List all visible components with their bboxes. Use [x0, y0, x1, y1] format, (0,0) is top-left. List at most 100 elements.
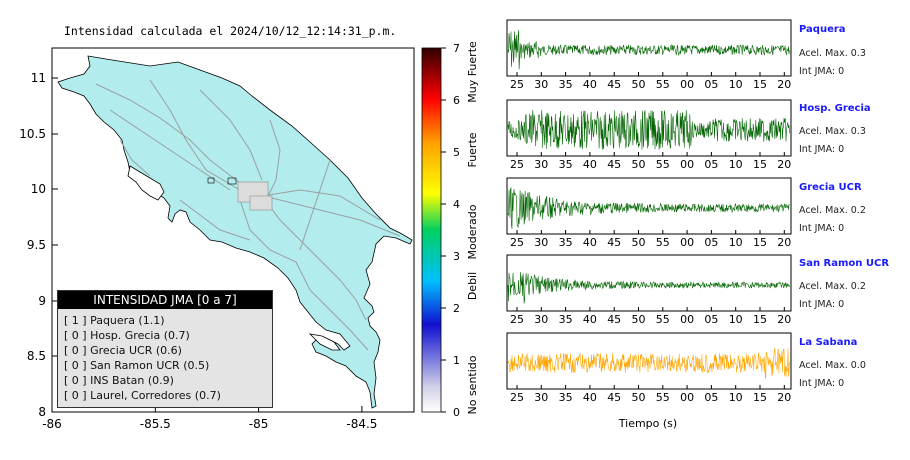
seismogram-tick-label: 45: [607, 391, 621, 404]
map-x-tick-label: -85: [249, 417, 269, 431]
colorbar-labels: No sentido Debil Moderado Fuerte Muy Fuerte: [466, 41, 479, 415]
station-name: Grecia UCR: [799, 182, 862, 193]
colorbar-ticks: 0 1 2 3 4 5 6 7: [441, 42, 460, 419]
seismogram-tick-label: 00: [680, 236, 694, 249]
map-y-tick-label: 9.5: [27, 238, 46, 252]
legend-item: [ 0 ] INS Batan (0.9): [64, 374, 174, 387]
station-name: San Ramon UCR: [799, 258, 890, 269]
seismogram-tick-label: 50: [632, 391, 646, 404]
seismogram-tick-label: 55: [656, 158, 670, 171]
station-accel: Acel. Max. 0.2: [799, 205, 866, 216]
seismogram-tick-label: 20: [777, 78, 791, 91]
seismogram-tick-label: 40: [583, 78, 597, 91]
station-accel: Acel. Max. 0.3: [799, 126, 866, 137]
seismogram-tick-label: 55: [656, 313, 670, 326]
seismogram-tick-label: 25: [510, 313, 524, 326]
seismogram-grecia-ucr: 25 30 35 40 45 50 55 00 05 10 15 20: [506, 177, 792, 249]
seismogram-tick-label: 10: [729, 391, 743, 404]
legend-item: [ 1 ] Paquera (1.1): [64, 314, 165, 327]
colorbar-tick-label: 1: [453, 354, 460, 367]
seismogram-tick-label: 35: [559, 158, 573, 171]
seismogram-tick-label: 50: [632, 78, 646, 91]
seismogram-tick-label: 35: [559, 78, 573, 91]
seismogram-panels: 25 30 35 40 45 50 55 00 05 10 15 20 25 30 35 40 45 50 55 00…: [506, 19, 792, 404]
legend-item: [ 0 ] Laurel, Corredores (0.7): [64, 389, 221, 402]
seismogram-tick-label: 15: [753, 236, 767, 249]
seismogram-tick-label: 20: [777, 158, 791, 171]
legend-item: [ 0 ] San Ramon UCR (0.5): [64, 359, 210, 372]
seismogram-tick-label: 10: [729, 313, 743, 326]
seismogram-tick-label: 55: [656, 236, 670, 249]
seismogram-tick-label: 10: [729, 158, 743, 171]
seismogram-tick-label: 20: [777, 313, 791, 326]
seismogram-tick-label: 45: [607, 313, 621, 326]
station-jma: Int JMA: 0: [799, 144, 845, 155]
seismogram-tick-label: 15: [753, 313, 767, 326]
time-axis-label: Tiempo (s): [618, 417, 677, 430]
colorbar-tick-label: 3: [453, 250, 460, 263]
seismogram-tick-label: 35: [559, 391, 573, 404]
colorbar-tick-label: 7: [453, 42, 460, 55]
map-y-tick-label: 9: [38, 294, 46, 308]
station-jma: Int JMA: 0: [799, 299, 845, 310]
osa-inlet: [308, 333, 341, 351]
seismogram-tick-label: 05: [704, 158, 718, 171]
map-y-tick-label: 8.5: [27, 349, 46, 363]
seismogram-la-sabana: 25 30 35 40 45 50 55 00 05 10 15 20: [506, 332, 792, 404]
waveform-line: [507, 186, 790, 229]
map-axes: -86 -85.5 -85 -84.5 11 10.5 10 9.5 9 8.5 8: [19, 71, 377, 431]
seismogram-tick-label: 05: [704, 78, 718, 91]
legend-item: [ 0 ] Hosp. Grecia (0.7): [64, 329, 190, 342]
seismogram-tick-label: 30: [534, 391, 548, 404]
station-name: La Sabana: [799, 337, 858, 348]
seismogram-tick-label: 20: [777, 391, 791, 404]
seismogram-tick-label: 25: [510, 391, 524, 404]
map-title: Intensidad calculada el 2024/10/12_12:14…: [64, 24, 397, 38]
seismogram-tick-label: 45: [607, 236, 621, 249]
colorbar-tick-label: 5: [453, 146, 460, 159]
seismogram-tick-label: 00: [680, 158, 694, 171]
seismogram-tick-label: 10: [729, 236, 743, 249]
station-accel: Acel. Max. 0.3: [799, 48, 866, 59]
seismogram-tick-label: 00: [680, 391, 694, 404]
seismogram-tick-label: 00: [680, 78, 694, 91]
seismogram-tick-label: 40: [583, 313, 597, 326]
colorbar-category-label: Muy Fuerte: [466, 41, 479, 103]
station-accel: Acel. Max. 0.2: [799, 281, 866, 292]
map-x-tick-label: -85.5: [140, 417, 171, 431]
waveform-line: [507, 272, 790, 304]
seismogram-tick-label: 40: [583, 391, 597, 404]
seismogram-tick-label: 50: [632, 236, 646, 249]
urban-areas: [207, 177, 273, 211]
colorbar-tick-label: 6: [453, 94, 460, 107]
seismogram-tick-label: 55: [656, 78, 670, 91]
map-y-tick-label: 11: [31, 71, 46, 85]
station-name: Paquera: [799, 24, 846, 35]
seismogram-tick-label: 30: [534, 313, 548, 326]
seismogram-tick-label: 30: [534, 236, 548, 249]
colorbar-tick-label: 0: [453, 406, 460, 419]
station-jma: Int JMA: 0: [799, 378, 845, 389]
seismogram-tick-label: 15: [753, 158, 767, 171]
colorbar-category-label: Fuerte: [466, 132, 479, 167]
station-jma: Int JMA: 0: [799, 66, 845, 77]
colorbar-category-label: No sentido: [466, 355, 479, 414]
waveform-line: [507, 347, 790, 379]
seismogram-hosp-grecia: 25 30 35 40 45 50 55 00 05 10 15 20: [506, 99, 792, 171]
legend-item: [ 0 ] Grecia UCR (0.6): [64, 344, 182, 357]
seismogram-tick-label: 25: [510, 158, 524, 171]
seismogram-tick-label: 25: [510, 78, 524, 91]
map-x-tick-label: -86: [42, 417, 62, 431]
colorbar-category-label: Debil: [466, 272, 479, 300]
seismogram-tick-label: 50: [632, 313, 646, 326]
seismogram-tick-label: 05: [704, 313, 718, 326]
seismogram-paquera: 25 30 35 40 45 50 55 00 05 10 15 20: [506, 19, 792, 91]
intensity-legend: INTENSIDAD JMA [0 a 7] [ 1 ] Paquera (1.…: [57, 290, 273, 408]
station-name: Hosp. Grecia: [799, 103, 871, 114]
seismogram-tick-label: 45: [607, 78, 621, 91]
seismogram-tick-label: 30: [534, 78, 548, 91]
seismogram-tick-label: 15: [753, 391, 767, 404]
seismogram-frame: [506, 19, 792, 77]
map-y-tick-label: 8: [38, 405, 46, 419]
map-x-tick-label: -84.5: [346, 417, 377, 431]
